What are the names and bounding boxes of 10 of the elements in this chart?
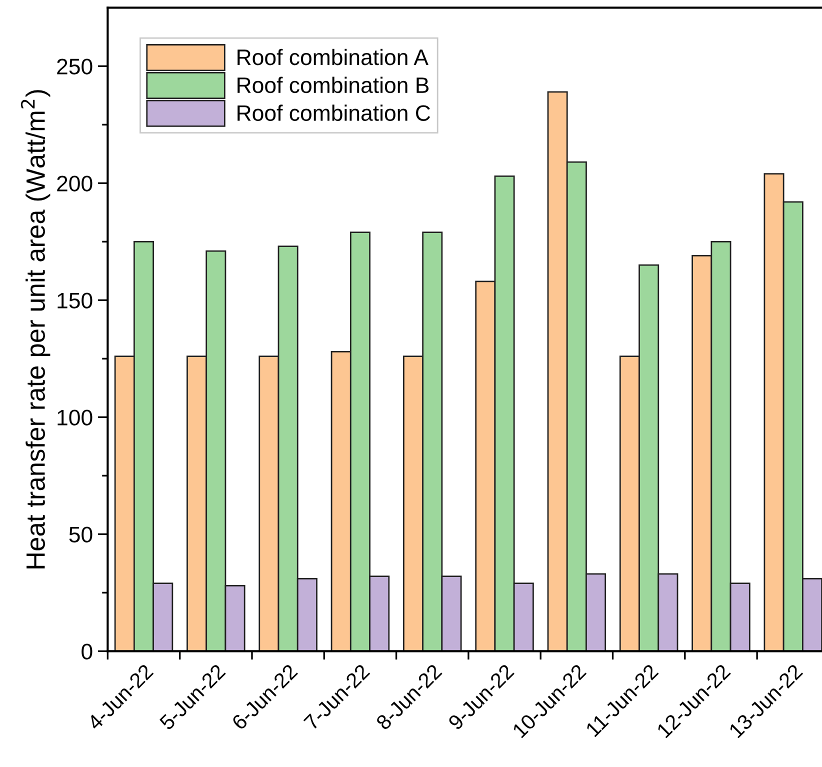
y-axis-title: Heat transfer rate per unit area (Watt/m$^{2}$) [20, 90, 50, 568]
y-tick-label: 200 [57, 176, 92, 192]
legend-label: Roof combination A [238, 48, 428, 66]
y-tick-label: 0 [82, 644, 92, 660]
y-tick-label: 50 [69, 526, 92, 542]
legend-label: Roof combination C [238, 104, 430, 121]
legend-label: Roof combination B [238, 76, 429, 94]
y-tick-label: 150 [58, 292, 92, 308]
y-tick-label: 250 [57, 58, 92, 74]
y-tick-label: 100 [58, 410, 92, 426]
